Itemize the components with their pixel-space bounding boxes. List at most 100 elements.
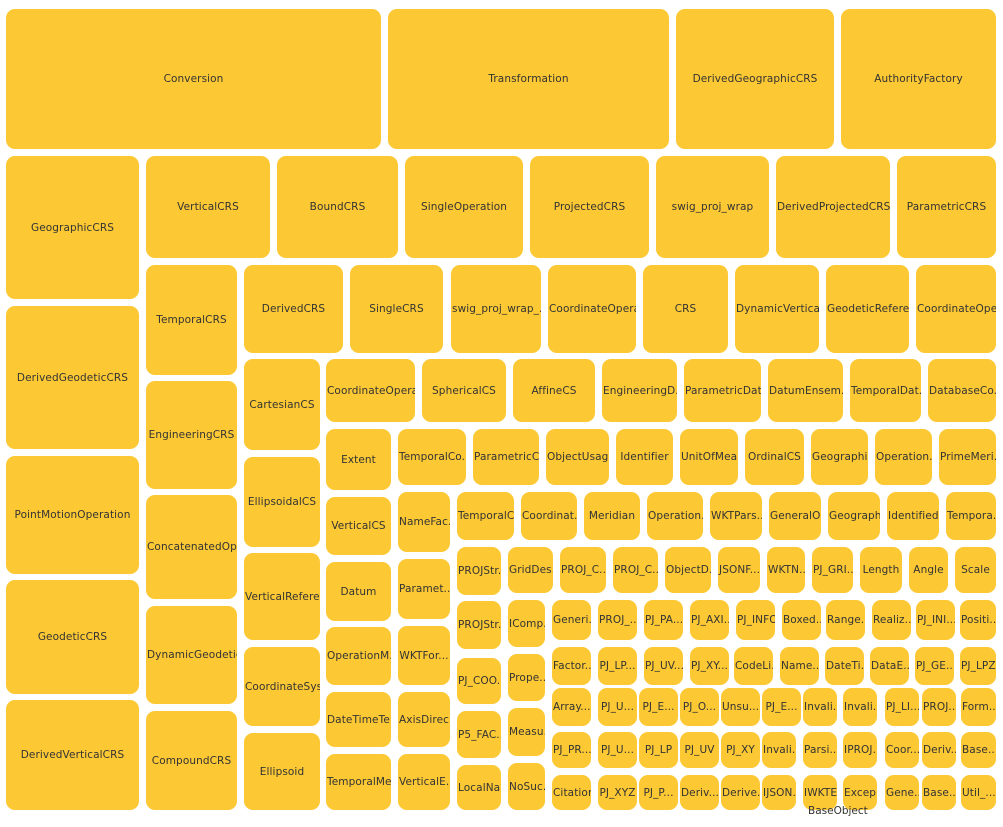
tile-58-paramet[interactable]: Paramet... bbox=[398, 559, 450, 619]
tile-33-ellipsoid[interactable]: Ellipsoid bbox=[244, 733, 320, 810]
tile-46-datetimete[interactable]: DateTimeTe... bbox=[326, 692, 391, 747]
tile-53-ordinalcs[interactable]: OrdinalCS bbox=[745, 429, 804, 485]
tile-51-identifier[interactable]: Identifier bbox=[616, 429, 673, 485]
tile-70-tempora[interactable]: Tempora... bbox=[946, 492, 996, 540]
tile-30-ellipsoidalcs[interactable]: EllipsoidalCS bbox=[244, 457, 320, 547]
tile-85-scale[interactable]: Scale bbox=[955, 547, 996, 593]
tile-130-deriv[interactable]: Deriv... bbox=[922, 732, 956, 768]
tile-129-coor[interactable]: Coor... bbox=[885, 732, 919, 768]
tile-112-pj-e[interactable]: PJ_E... bbox=[639, 688, 678, 726]
tile-25-crs[interactable]: CRS bbox=[643, 265, 728, 353]
tile-12-projectedcrs[interactable]: ProjectedCRS bbox=[530, 156, 649, 258]
tile-43-verticalcs[interactable]: VerticalCS bbox=[326, 497, 391, 555]
tile-9-verticalcrs[interactable]: VerticalCRS bbox=[146, 156, 270, 258]
tile-117-invali[interactable]: Invali... bbox=[843, 688, 877, 726]
tile-76-griddes[interactable]: GridDes... bbox=[508, 547, 553, 593]
tile-35-sphericalcs[interactable]: SphericalCS bbox=[422, 359, 506, 422]
tile-18-concatenatedop[interactable]: ConcatenatedOp... bbox=[146, 495, 237, 599]
tile-79-objectd[interactable]: ObjectD... bbox=[665, 547, 711, 593]
tile-95-boxed[interactable]: Boxed... bbox=[782, 600, 821, 640]
tile-39-datumensem[interactable]: DatumEnsem... bbox=[768, 359, 843, 422]
tile-1-transformation[interactable]: Transformation bbox=[388, 9, 669, 149]
tile-83-length[interactable]: Length bbox=[860, 547, 902, 593]
tile-66-wktpars[interactable]: WKTPars... bbox=[710, 492, 762, 540]
tile-113-pj-o[interactable]: PJ_O... bbox=[680, 688, 719, 726]
tile-139-excep[interactable]: Excep... bbox=[843, 775, 877, 810]
tile-22-singlecrs[interactable]: SingleCRS bbox=[350, 265, 443, 353]
tile-40-temporaldat[interactable]: TemporalDat... bbox=[850, 359, 921, 422]
tile-131-base[interactable]: Base... bbox=[961, 732, 996, 768]
tile-24-coordinateopera[interactable]: CoordinateOpera... bbox=[548, 265, 636, 353]
tile-109-pj-lpz[interactable]: PJ_LPZ bbox=[960, 647, 996, 685]
tile-115-pj-e[interactable]: PJ_E... bbox=[762, 688, 801, 726]
tile-72-projstr[interactable]: PROJStr... bbox=[457, 601, 501, 649]
tile-71-projstr[interactable]: PROJStr... bbox=[457, 547, 501, 595]
tile-41-databaseco[interactable]: DatabaseCo... bbox=[928, 359, 996, 422]
tile-93-pj-axi[interactable]: PJ_AXI... bbox=[690, 600, 729, 640]
tile-78-proj-c[interactable]: PROJ_C... bbox=[613, 547, 658, 593]
tile-59-wktfor[interactable]: WKTFor... bbox=[398, 626, 450, 685]
tile-135-deriv[interactable]: Deriv... bbox=[680, 775, 719, 810]
tile-82-pj-gri[interactable]: PJ_GRI... bbox=[812, 547, 853, 593]
tile-140-gene[interactable]: Gene... bbox=[885, 775, 919, 810]
tile-34-coordinateopera[interactable]: CoordinateOpera... bbox=[326, 359, 415, 422]
tile-52-unitofmea[interactable]: UnitOfMea... bbox=[680, 429, 738, 485]
tile-15-parametriccrs[interactable]: ParametricCRS bbox=[897, 156, 996, 258]
tile-86-icomp[interactable]: IComp... bbox=[508, 600, 545, 647]
tile-119-proj[interactable]: PROJ... bbox=[922, 688, 956, 726]
tile-102-pj-uv[interactable]: PJ_UV... bbox=[644, 647, 683, 685]
tile-97-realiz[interactable]: Realiz... bbox=[872, 600, 911, 640]
tile-2-derivedgeographiccrs[interactable]: DerivedGeographicCRS bbox=[676, 9, 834, 149]
tile-90-generi[interactable]: Generi... bbox=[552, 600, 591, 640]
tile-133-pj-xyz[interactable]: PJ_XYZ bbox=[598, 775, 637, 810]
tile-8-derivedverticalcrs[interactable]: DerivedVerticalCRS bbox=[6, 700, 139, 810]
tile-81-wktn[interactable]: WKTN... bbox=[767, 547, 805, 593]
tile-38-parametricdat[interactable]: ParametricDat... bbox=[684, 359, 761, 422]
tile-108-pj-ge[interactable]: PJ_GE... bbox=[915, 647, 954, 685]
tile-44-datum[interactable]: Datum bbox=[326, 562, 391, 621]
tile-3-authorityfactory[interactable]: AuthorityFactory bbox=[841, 9, 996, 149]
tile-31-verticalrefere[interactable]: VerticalRefere... bbox=[244, 553, 320, 640]
tile-19-dynamicgeodetic[interactable]: DynamicGeodetic... bbox=[146, 606, 237, 704]
tile-88-measu[interactable]: Measu... bbox=[508, 708, 545, 756]
tile-21-derivedcrs[interactable]: DerivedCRS bbox=[244, 265, 343, 353]
tile-62-temporalcs[interactable]: TemporalCS bbox=[457, 492, 514, 540]
tile-10-boundcrs[interactable]: BoundCRS bbox=[277, 156, 398, 258]
tile-68-geograph[interactable]: Geograph... bbox=[828, 492, 880, 540]
tile-28-coordinateope[interactable]: CoordinateOpe... bbox=[916, 265, 996, 353]
tile-74-p5-fac[interactable]: P5_FAC... bbox=[457, 711, 501, 758]
tile-128-iproj[interactable]: IPROJ... bbox=[843, 732, 877, 768]
tile-91-proj[interactable]: PROJ_... bbox=[598, 600, 637, 640]
tile-89-nosuc[interactable]: NoSuc... bbox=[508, 763, 545, 810]
tile-42-extent[interactable]: Extent bbox=[326, 429, 391, 490]
tile-47-temporalme[interactable]: TemporalMe... bbox=[326, 754, 391, 810]
tile-14-derivedprojectedcrs[interactable]: DerivedProjectedCRS bbox=[776, 156, 890, 258]
tile-100-factor[interactable]: Factor... bbox=[552, 647, 591, 685]
tile-75-localna[interactable]: LocalNa... bbox=[457, 765, 501, 810]
tile-67-generalo[interactable]: GeneralO... bbox=[769, 492, 821, 540]
tile-122-pj-u[interactable]: PJ_U... bbox=[598, 732, 637, 768]
tile-116-invali[interactable]: Invali... bbox=[803, 688, 837, 726]
tile-23-swig-proj-wrap[interactable]: swig_proj_wrap_... bbox=[451, 265, 541, 353]
tile-118-pj-li[interactable]: PJ_LI... bbox=[885, 688, 919, 726]
tile-94-pj-info[interactable]: PJ_INFO bbox=[736, 600, 775, 640]
tile-5-derivedgeodeticcrs[interactable]: DerivedGeodeticCRS bbox=[6, 306, 139, 449]
tile-126-invali[interactable]: Invali... bbox=[762, 732, 796, 768]
tile-7-geodeticcrs[interactable]: GeodeticCRS bbox=[6, 580, 139, 694]
tile-141-base[interactable]: Base... bbox=[922, 775, 956, 810]
tile-121-pj-pr[interactable]: PJ_PR... bbox=[552, 732, 591, 768]
tile-132-citation[interactable]: Citation bbox=[552, 775, 591, 810]
tile-27-geodeticrefere[interactable]: GeodeticRefere... bbox=[826, 265, 909, 353]
tile-29-cartesiancs[interactable]: CartesianCS bbox=[244, 359, 320, 450]
tile-138-iwkte[interactable]: IWKTE... bbox=[803, 775, 837, 810]
tile-110-array[interactable]: Array... bbox=[552, 688, 591, 726]
tile-17-engineeringcrs[interactable]: EngineeringCRS bbox=[146, 381, 237, 489]
tile-92-pj-pa[interactable]: PJ_PA... bbox=[644, 600, 683, 640]
tile-103-pj-xy[interactable]: PJ_XY... bbox=[690, 647, 729, 685]
tile-37-engineeringd[interactable]: EngineeringD... bbox=[602, 359, 677, 422]
tile-98-pj-ini[interactable]: PJ_INI... bbox=[916, 600, 955, 640]
tile-123-pj-lp[interactable]: PJ_LP bbox=[639, 732, 678, 768]
tile-134-pj-p[interactable]: PJ_P... bbox=[639, 775, 678, 810]
tile-13-swig-proj-wrap[interactable]: swig_proj_wrap bbox=[656, 156, 769, 258]
tile-60-axisdirec[interactable]: AxisDirec... bbox=[398, 692, 450, 747]
